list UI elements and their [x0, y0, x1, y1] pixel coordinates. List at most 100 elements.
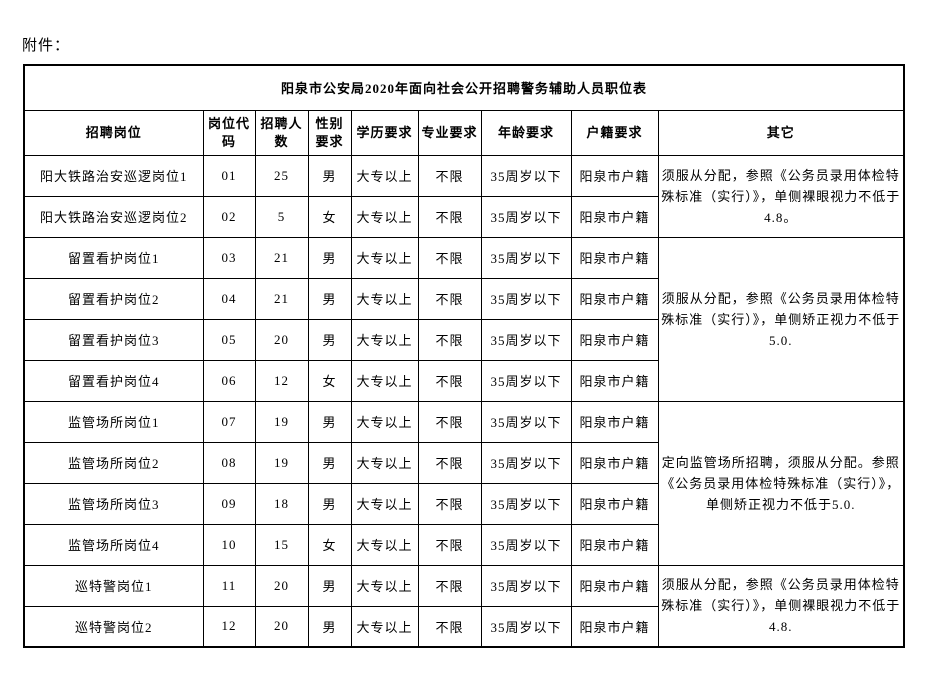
cell-gender: 男	[307, 400, 352, 443]
cell-other-note-2: 须服从分配，参照《公务员录用体检特殊标准（实行）》，单侧矫正视力不低于5.0.	[657, 236, 905, 402]
cell-count: 20	[254, 564, 309, 607]
header-residence: 户籍要求	[570, 109, 659, 156]
cell-count: 21	[254, 277, 309, 320]
table-title: 阳泉市公安局2020年面向社会公开招聘警务辅助人员职位表	[23, 64, 905, 111]
cell-count: 20	[254, 605, 309, 648]
cell-major: 不限	[417, 277, 482, 320]
cell-residence: 阳泉市户籍	[570, 441, 659, 484]
cell-position: 留置看护岗位3	[23, 318, 204, 361]
cell-age: 35周岁以下	[480, 236, 572, 279]
cell-major: 不限	[417, 482, 482, 525]
cell-education: 大专以上	[350, 154, 419, 197]
cell-residence: 阳泉市户籍	[570, 236, 659, 279]
cell-position: 阳大铁路治安巡逻岗位1	[23, 154, 204, 197]
cell-gender: 男	[307, 318, 352, 361]
cell-position: 监管场所岗位3	[23, 482, 204, 525]
cell-code: 07	[202, 400, 256, 443]
cell-age: 35周岁以下	[480, 318, 572, 361]
cell-major: 不限	[417, 400, 482, 443]
cell-age: 35周岁以下	[480, 400, 572, 443]
cell-residence: 阳泉市户籍	[570, 318, 659, 361]
table-row: 阳大铁路治安巡逻岗位1 01 25 男 大专以上 不限 35周岁以下 阳泉市户籍…	[23, 154, 905, 238]
cell-code: 10	[202, 523, 256, 566]
cell-code: 06	[202, 359, 256, 402]
cell-age: 35周岁以下	[480, 605, 572, 648]
table-row: 监管场所岗位3 09 18 男 大专以上 不限 35周岁以下 阳泉市户籍	[23, 482, 904, 525]
cell-gender: 男	[307, 154, 352, 197]
cell-major: 不限	[417, 359, 482, 402]
cell-residence: 阳泉市户籍	[570, 277, 659, 320]
cell-education: 大专以上	[350, 277, 419, 320]
header-count: 招聘人数	[254, 109, 309, 156]
header-gender: 性别要求	[307, 109, 352, 156]
cell-code: 08	[202, 441, 256, 484]
cell-position: 留置看护岗位1	[23, 236, 204, 279]
cell-age: 35周岁以下	[480, 441, 572, 484]
cell-residence: 阳泉市户籍	[570, 400, 659, 443]
table-row: 巡特警岗位2 12 20 男 大专以上 不限 35周岁以下 阳泉市户籍	[23, 605, 904, 648]
cell-major: 不限	[417, 605, 482, 648]
cell-code: 11	[202, 564, 256, 607]
cell-position: 监管场所岗位1	[23, 400, 204, 443]
cell-education: 大专以上	[350, 605, 419, 648]
cell-count: 12	[254, 359, 309, 402]
header-code: 岗位代码	[202, 109, 256, 156]
cell-code: 04	[202, 277, 256, 320]
header-major: 专业要求	[417, 109, 482, 156]
cell-count: 20	[254, 318, 309, 361]
cell-gender: 男	[307, 564, 352, 607]
cell-education: 大专以上	[350, 359, 419, 402]
cell-other-note-1: 须服从分配，参照《公务员录用体检特殊标准（实行）》，单侧裸眼视力不低于4.8。	[657, 154, 905, 238]
cell-position: 留置看护岗位4	[23, 359, 204, 402]
cell-count: 5	[254, 195, 309, 238]
cell-code: 09	[202, 482, 256, 525]
cell-age: 35周岁以下	[480, 482, 572, 525]
cell-education: 大专以上	[350, 236, 419, 279]
cell-position: 巡特警岗位1	[23, 564, 204, 607]
cell-gender: 男	[307, 482, 352, 525]
cell-gender: 女	[307, 195, 352, 238]
cell-gender: 男	[307, 441, 352, 484]
cell-position: 巡特警岗位2	[23, 605, 204, 648]
cell-residence: 阳泉市户籍	[570, 605, 659, 648]
cell-education: 大专以上	[350, 400, 419, 443]
cell-education: 大专以上	[350, 564, 419, 607]
cell-other-note-4: 须服从分配，参照《公务员录用体检特殊标准（实行）》，单侧裸眼视力不低于4.8.	[657, 564, 905, 648]
cell-major: 不限	[417, 154, 482, 197]
cell-education: 大专以上	[350, 318, 419, 361]
cell-age: 35周岁以下	[480, 277, 572, 320]
header-education: 学历要求	[350, 109, 419, 156]
cell-code: 12	[202, 605, 256, 648]
cell-code: 05	[202, 318, 256, 361]
cell-gender: 男	[307, 277, 352, 320]
cell-education: 大专以上	[350, 482, 419, 525]
table-row: 监管场所岗位1 07 19 男 大专以上 不限 35周岁以下 阳泉市户籍 定向监…	[23, 400, 905, 566]
table-row: 留置看护岗位1 03 21 男 大专以上 不限 35周岁以下 阳泉市户籍 须服从…	[23, 236, 905, 402]
cell-position: 监管场所岗位2	[23, 441, 204, 484]
cell-major: 不限	[417, 318, 482, 361]
cell-education: 大专以上	[350, 523, 419, 566]
cell-gender: 女	[307, 523, 352, 566]
cell-age: 35周岁以下	[480, 154, 572, 197]
cell-education: 大专以上	[350, 441, 419, 484]
cell-other-note-3: 定向监管场所招聘，须服从分配。参照《公务员录用体检特殊标准（实行）》，单侧矫正视…	[657, 400, 905, 566]
cell-gender: 男	[307, 236, 352, 279]
cell-education: 大专以上	[350, 195, 419, 238]
cell-code: 02	[202, 195, 256, 238]
cell-count: 25	[254, 154, 309, 197]
cell-age: 35周岁以下	[480, 359, 572, 402]
cell-age: 35周岁以下	[480, 564, 572, 607]
cell-code: 01	[202, 154, 256, 197]
table-row: 阳大铁路治安巡逻岗位2 02 5 女 大专以上 不限 35周岁以下 阳泉市户籍	[23, 195, 904, 238]
cell-major: 不限	[417, 564, 482, 607]
header-age: 年龄要求	[480, 109, 572, 156]
cell-position: 留置看护岗位2	[23, 277, 204, 320]
cell-residence: 阳泉市户籍	[570, 195, 659, 238]
cell-gender: 男	[307, 605, 352, 648]
cell-count: 21	[254, 236, 309, 279]
table-row: 巡特警岗位1 11 20 男 大专以上 不限 35周岁以下 阳泉市户籍 须服从分…	[23, 564, 905, 648]
cell-residence: 阳泉市户籍	[570, 154, 659, 197]
cell-age: 35周岁以下	[480, 195, 572, 238]
header-row: 招聘岗位 岗位代码 招聘人数 性别要求 学历要求 专业要求 年龄要求 户籍要求 …	[23, 109, 905, 156]
